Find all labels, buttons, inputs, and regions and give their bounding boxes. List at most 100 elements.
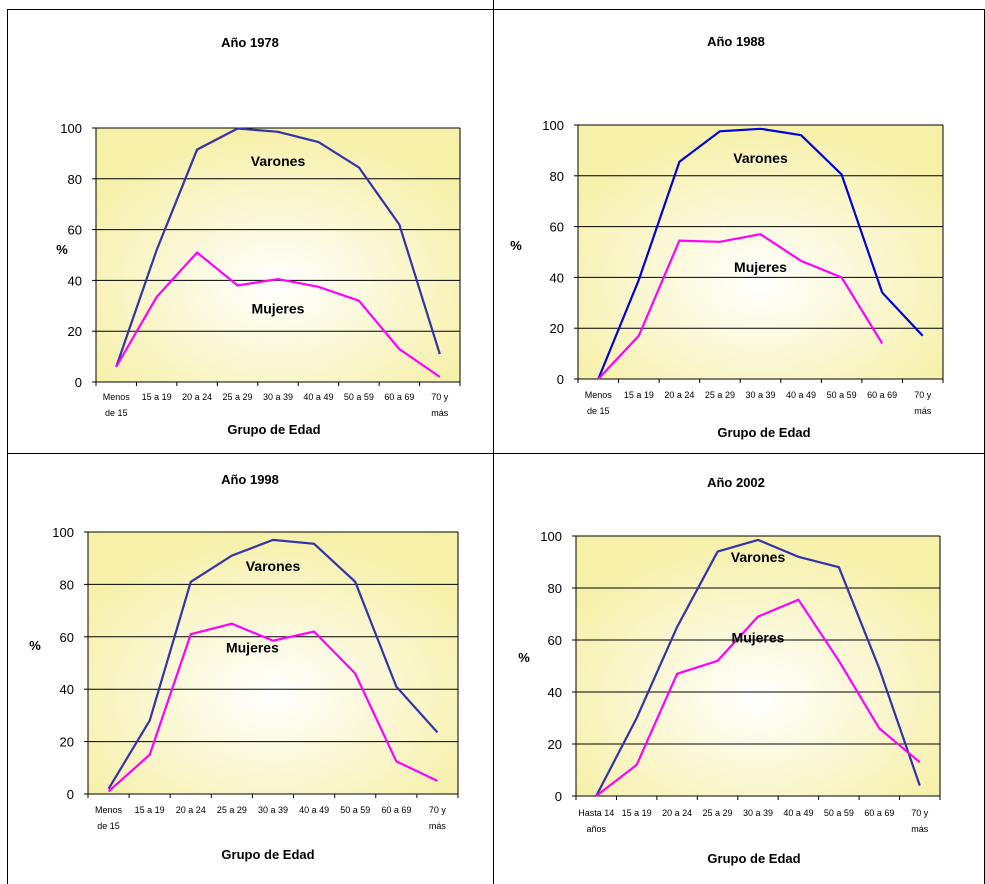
- x-tick-label: más: [911, 824, 929, 834]
- y-tick-label: 20: [548, 737, 562, 752]
- x-axis-label: Grupo de Edad: [717, 425, 810, 440]
- x-tick-label: 25 a 29: [703, 808, 733, 818]
- x-tick-label: de 15: [97, 821, 120, 831]
- x-tick-label: 15 a 19: [624, 390, 654, 400]
- chart-title: Año 2002: [707, 475, 765, 490]
- x-tick-label: 60 a 69: [384, 392, 414, 402]
- y-tick-label: 60: [68, 223, 82, 238]
- chart-1988: 0 20 40 60 80 100 Menos de 15 15 a 19 20 a 24 25 a…: [510, 34, 944, 440]
- y-tick-label: 0: [557, 372, 564, 387]
- frame-left: [7, 9, 8, 884]
- y-tick-label: 40: [60, 682, 74, 697]
- x-tick-label: más: [431, 408, 449, 418]
- x-tick-label: de 15: [587, 406, 610, 416]
- x-axis-label: Grupo de Edad: [221, 847, 314, 862]
- x-tick-label: 25 a 29: [705, 390, 735, 400]
- x-tick-label: 25 a 29: [217, 805, 247, 815]
- x-tick-label: 30 a 39: [258, 805, 288, 815]
- x-tick-label: más: [914, 406, 932, 416]
- x-tick-label: 60 a 69: [867, 390, 897, 400]
- x-tick-label: años: [586, 824, 606, 834]
- plot-area: [576, 536, 940, 796]
- x-tick-label: 30 a 39: [745, 390, 775, 400]
- y-tick-label: 0: [75, 375, 82, 390]
- x-axis-label: Grupo de Edad: [227, 422, 320, 437]
- y-tick-label: 60: [550, 220, 564, 235]
- series-line-varones: [597, 127, 924, 380]
- x-tick-label: 50 a 59: [340, 805, 370, 815]
- x-axis-label: Grupo de Edad: [707, 851, 800, 866]
- series-annotation: Mujeres: [226, 639, 279, 655]
- chart-panel-2002: 0 20 40 60 80 100 Hasta 14 años 15 a 19 20 a 24 25…: [494, 454, 984, 884]
- series-line-mujeres: [107, 622, 438, 793]
- y-tick-label: 100: [52, 525, 74, 540]
- series-line-mujeres: [115, 250, 441, 378]
- x-tick-label: Menos: [585, 390, 613, 400]
- x-tick-label: 50 a 59: [344, 392, 374, 402]
- y-tick-label: 40: [550, 270, 564, 285]
- y-tick-label: 40: [68, 273, 82, 288]
- chart-1998: 0 20 40 60 80 100 Menos de 15 15 a 19 20 a 24 25 a…: [29, 472, 459, 862]
- x-tick-label: Menos: [95, 805, 123, 815]
- x-tick-label: Menos: [103, 392, 131, 402]
- x-tick-label: 20 a 24: [182, 392, 212, 402]
- series-annotation: Mujeres: [734, 259, 787, 275]
- series-annotation: Varones: [733, 150, 788, 166]
- chart-1978: 0 20 40 60 80 100 Menos de 15 15 a 19 20 a 24 25 a…: [56, 35, 461, 437]
- series-annotation: Varones: [246, 558, 301, 574]
- chart-panel-1988: 0 20 40 60 80 100 Menos de 15 15 a 19 20 a 24 25 a…: [494, 10, 984, 453]
- y-tick-label: 60: [60, 630, 74, 645]
- y-tick-label: 80: [550, 169, 564, 184]
- x-tick-label: 40 a 49: [783, 808, 813, 818]
- y-tick-label: 20: [550, 321, 564, 336]
- x-tick-label: 15 a 19: [622, 808, 652, 818]
- x-tick-label: 40 a 49: [299, 805, 329, 815]
- plot-area: [96, 128, 460, 382]
- series-line-varones: [107, 538, 439, 790]
- y-tick-label: 60: [548, 633, 562, 648]
- series-line-mujeres: [597, 233, 884, 380]
- x-tick-label: 20 a 24: [662, 808, 692, 818]
- x-tick-label: 60 a 69: [381, 805, 411, 815]
- x-tick-label: 70 y: [914, 390, 932, 400]
- y-tick-label: 80: [548, 581, 562, 596]
- frame-top-right: [493, 9, 985, 10]
- series-line-mujeres: [595, 598, 921, 797]
- chart-title: Año 1978: [221, 35, 279, 50]
- y-tick-label: 0: [67, 787, 74, 802]
- series-annotation: Mujeres: [732, 629, 785, 645]
- x-tick-label: 50 a 59: [827, 390, 857, 400]
- chart-panel-1998: 0 20 40 60 80 100 Menos de 15 15 a 19 20 a 24 25 a…: [8, 454, 493, 884]
- x-tick-label: 70 y: [911, 808, 929, 818]
- y-tick-label: 20: [60, 735, 74, 750]
- series-annotation: Mujeres: [252, 300, 305, 316]
- y-tick-label: 80: [60, 577, 74, 592]
- x-tick-label: 40 a 49: [786, 390, 816, 400]
- x-tick-label: 40 a 49: [303, 392, 333, 402]
- series-annotation: Varones: [731, 549, 786, 565]
- series-line-varones: [115, 127, 441, 368]
- chart-panel-1978: 0 20 40 60 80 100 Menos de 15 15 a 19 20 a 24 25 a…: [8, 10, 493, 453]
- y-tick-label: 0: [555, 789, 562, 804]
- plot-area: [88, 532, 458, 794]
- y-axis-label: %: [510, 238, 522, 253]
- y-tick-label: 100: [60, 121, 82, 136]
- y-tick-label: 20: [68, 324, 82, 339]
- x-tick-label: Hasta 14: [578, 808, 614, 818]
- frame-divider-vertical: [493, 0, 494, 884]
- y-tick-label: 40: [548, 685, 562, 700]
- x-tick-label: 15 a 19: [135, 805, 165, 815]
- x-tick-label: 15 a 19: [142, 392, 172, 402]
- x-tick-label: 70 y: [431, 392, 449, 402]
- y-axis-label: %: [518, 650, 530, 665]
- series-annotation: Varones: [251, 153, 306, 169]
- frame-divider-horizontal: [7, 453, 985, 454]
- x-tick-label: 70 y: [429, 805, 447, 815]
- series-line-varones: [595, 538, 921, 797]
- y-axis-label: %: [29, 638, 41, 653]
- x-tick-label: más: [429, 821, 447, 831]
- chart-2002: 0 20 40 60 80 100 Hasta 14 años 15 a 19 20 a 24 25…: [518, 475, 941, 866]
- x-tick-label: 60 a 69: [864, 808, 894, 818]
- x-tick-label: 50 a 59: [824, 808, 854, 818]
- chart-title: Año 1988: [707, 34, 765, 49]
